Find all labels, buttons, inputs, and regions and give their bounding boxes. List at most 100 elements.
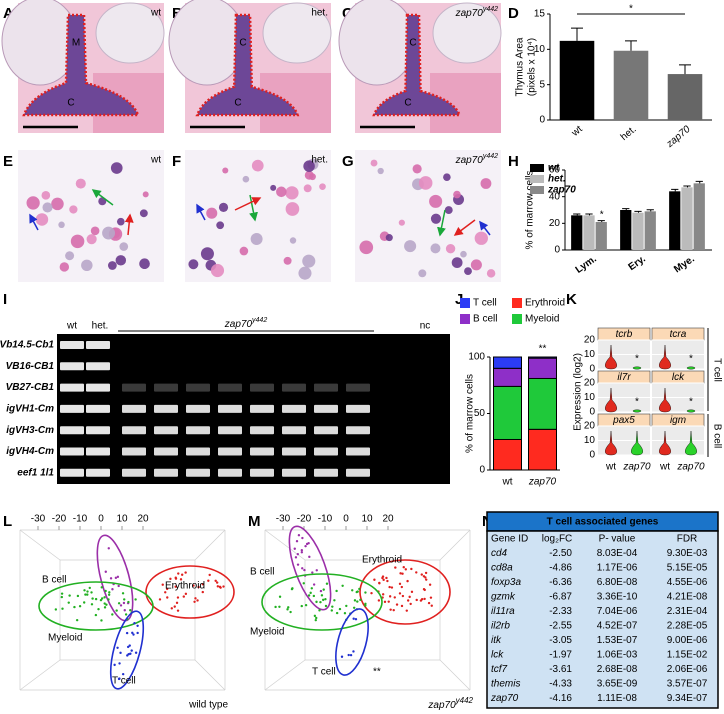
gel-band bbox=[282, 468, 306, 477]
caption-sup: y442 bbox=[455, 696, 474, 705]
panel-letter: M bbox=[248, 513, 261, 530]
tick-label: 20 bbox=[382, 514, 394, 525]
cell-point bbox=[424, 571, 428, 575]
cell-point bbox=[197, 585, 200, 589]
cell-point bbox=[111, 588, 114, 591]
gel-band bbox=[86, 383, 110, 392]
cell-point bbox=[214, 579, 217, 583]
bar bbox=[613, 50, 649, 120]
cell-point bbox=[393, 596, 396, 599]
cell-point bbox=[398, 592, 402, 595]
y-tick-label: 0 bbox=[589, 364, 595, 375]
gel-band bbox=[346, 404, 370, 413]
gel-band bbox=[122, 404, 146, 413]
bar bbox=[571, 215, 583, 250]
gel-band bbox=[218, 426, 242, 435]
gel-band bbox=[282, 426, 306, 435]
cell-point bbox=[109, 577, 113, 580]
table-cell: 9.00E-06 bbox=[667, 635, 708, 646]
cell-point bbox=[201, 590, 204, 594]
tick-label: -20 bbox=[52, 514, 67, 525]
cell-point bbox=[100, 586, 103, 589]
cell-point bbox=[117, 677, 121, 681]
significance: * bbox=[600, 209, 604, 220]
gel-band bbox=[346, 383, 370, 392]
cell-point bbox=[410, 590, 414, 594]
cell-point bbox=[166, 596, 169, 599]
y-axis-label: Expression (log2) bbox=[573, 353, 584, 431]
cell-point bbox=[180, 573, 184, 576]
gel-row-label: Vb14.5-Cb1 bbox=[0, 340, 54, 351]
gel-band bbox=[282, 404, 306, 413]
cell-point bbox=[173, 605, 176, 608]
cell-point bbox=[196, 599, 199, 602]
y-tick-label: 0 bbox=[589, 407, 595, 418]
cell bbox=[139, 258, 150, 270]
cell bbox=[250, 233, 263, 245]
genotype-label-main: zap70 bbox=[455, 8, 484, 19]
cell-point bbox=[192, 584, 195, 587]
cell-point bbox=[307, 594, 311, 597]
cell-point bbox=[311, 571, 314, 574]
significance: ** bbox=[539, 344, 547, 355]
region-label: C bbox=[67, 98, 74, 109]
cell-point bbox=[331, 605, 334, 608]
cell bbox=[115, 255, 127, 266]
cell-point bbox=[121, 672, 125, 676]
table-cell: il2rb bbox=[491, 621, 510, 632]
cell bbox=[242, 175, 250, 183]
cell-point bbox=[90, 591, 93, 594]
panel-letter: G bbox=[342, 153, 354, 170]
cell-point bbox=[132, 633, 135, 636]
arrow bbox=[124, 213, 134, 236]
y-tick-label: 0 bbox=[479, 465, 485, 476]
cell-point bbox=[402, 566, 405, 569]
cell-point bbox=[423, 588, 426, 592]
cell-point bbox=[134, 598, 137, 601]
legend-label: zap70 bbox=[547, 185, 576, 196]
gel-band bbox=[86, 447, 110, 456]
cell-point bbox=[352, 617, 355, 620]
cell-point bbox=[115, 609, 118, 612]
bar bbox=[620, 210, 632, 250]
cell bbox=[418, 176, 433, 190]
arrow bbox=[453, 219, 476, 236]
x-tick-label: zap70 bbox=[664, 124, 693, 151]
cell-point bbox=[158, 598, 162, 601]
cell-point bbox=[123, 598, 126, 601]
error-bar bbox=[597, 220, 605, 222]
cell-point bbox=[175, 601, 179, 605]
legend-swatch bbox=[530, 164, 544, 172]
thymus bbox=[195, 13, 300, 117]
cell-point bbox=[174, 576, 177, 579]
panel-letter: L bbox=[3, 513, 12, 530]
gel-band bbox=[346, 447, 370, 456]
cell bbox=[110, 162, 123, 174]
cell-point bbox=[119, 604, 123, 607]
cell-point bbox=[274, 605, 277, 609]
gel-row-label: VB16-CB1 bbox=[6, 361, 55, 372]
bar-segment bbox=[493, 385, 522, 440]
cell-point bbox=[201, 583, 205, 586]
bar-segment bbox=[493, 438, 522, 471]
cartilage bbox=[95, 2, 165, 64]
cell-point bbox=[401, 572, 404, 575]
cell bbox=[26, 196, 40, 210]
cell-point bbox=[118, 662, 121, 665]
violin bbox=[605, 387, 617, 413]
gel-row-label: VB27-CB1 bbox=[6, 382, 55, 393]
cell bbox=[139, 209, 148, 218]
region-label: M bbox=[72, 38, 80, 49]
gel-band bbox=[250, 426, 274, 435]
facet-label: tcra bbox=[670, 329, 687, 340]
bar bbox=[681, 187, 693, 250]
cluster-label: T cell bbox=[312, 667, 336, 678]
cell bbox=[51, 197, 64, 211]
table-cell: 1.53E-07 bbox=[597, 635, 638, 646]
table-cell: 2.31E-04 bbox=[667, 606, 708, 617]
x-tick-label: wt bbox=[569, 124, 585, 140]
x-tick-label: Ery. bbox=[627, 253, 648, 273]
cell bbox=[276, 186, 287, 198]
gel-band bbox=[186, 426, 210, 435]
y-tick-label: 15 bbox=[534, 9, 546, 20]
